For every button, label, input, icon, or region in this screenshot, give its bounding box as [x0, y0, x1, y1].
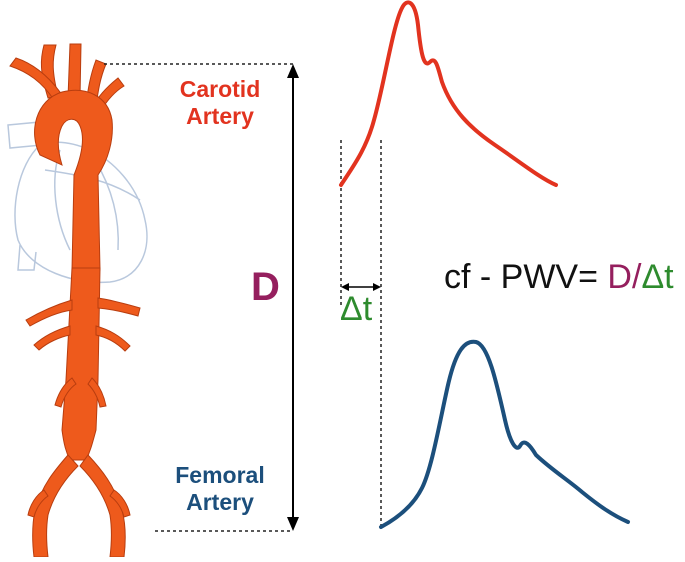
formula-distance: D: [607, 258, 632, 296]
distance-guides: [104, 63, 293, 532]
femoral-waveform: [379, 339, 630, 529]
distance-label: D: [251, 265, 280, 309]
aorta: [9, 43, 141, 558]
carotid-waveform: [339, 0, 558, 187]
formula-left: cf - PWV=: [444, 258, 608, 296]
femoral-label-line2: Artery: [186, 489, 254, 515]
carotid-artery-label: Carotid Artery: [160, 76, 280, 130]
pwv-formula: cf - PWV= D/Δt: [444, 258, 674, 297]
femoral-artery-label: Femoral Artery: [160, 462, 280, 516]
carotid-label-line2: Artery: [186, 103, 254, 129]
time-delay-arrow: [341, 283, 381, 291]
distance-arrow: [287, 64, 299, 531]
carotid-label-line1: Carotid: [179, 76, 261, 102]
time-delay-guides: [340, 140, 382, 530]
formula-time: Δt: [641, 258, 674, 296]
formula-slash: /: [631, 258, 642, 296]
time-delay-label: Δt: [340, 290, 373, 328]
femoral-label-line1: Femoral: [175, 462, 265, 488]
